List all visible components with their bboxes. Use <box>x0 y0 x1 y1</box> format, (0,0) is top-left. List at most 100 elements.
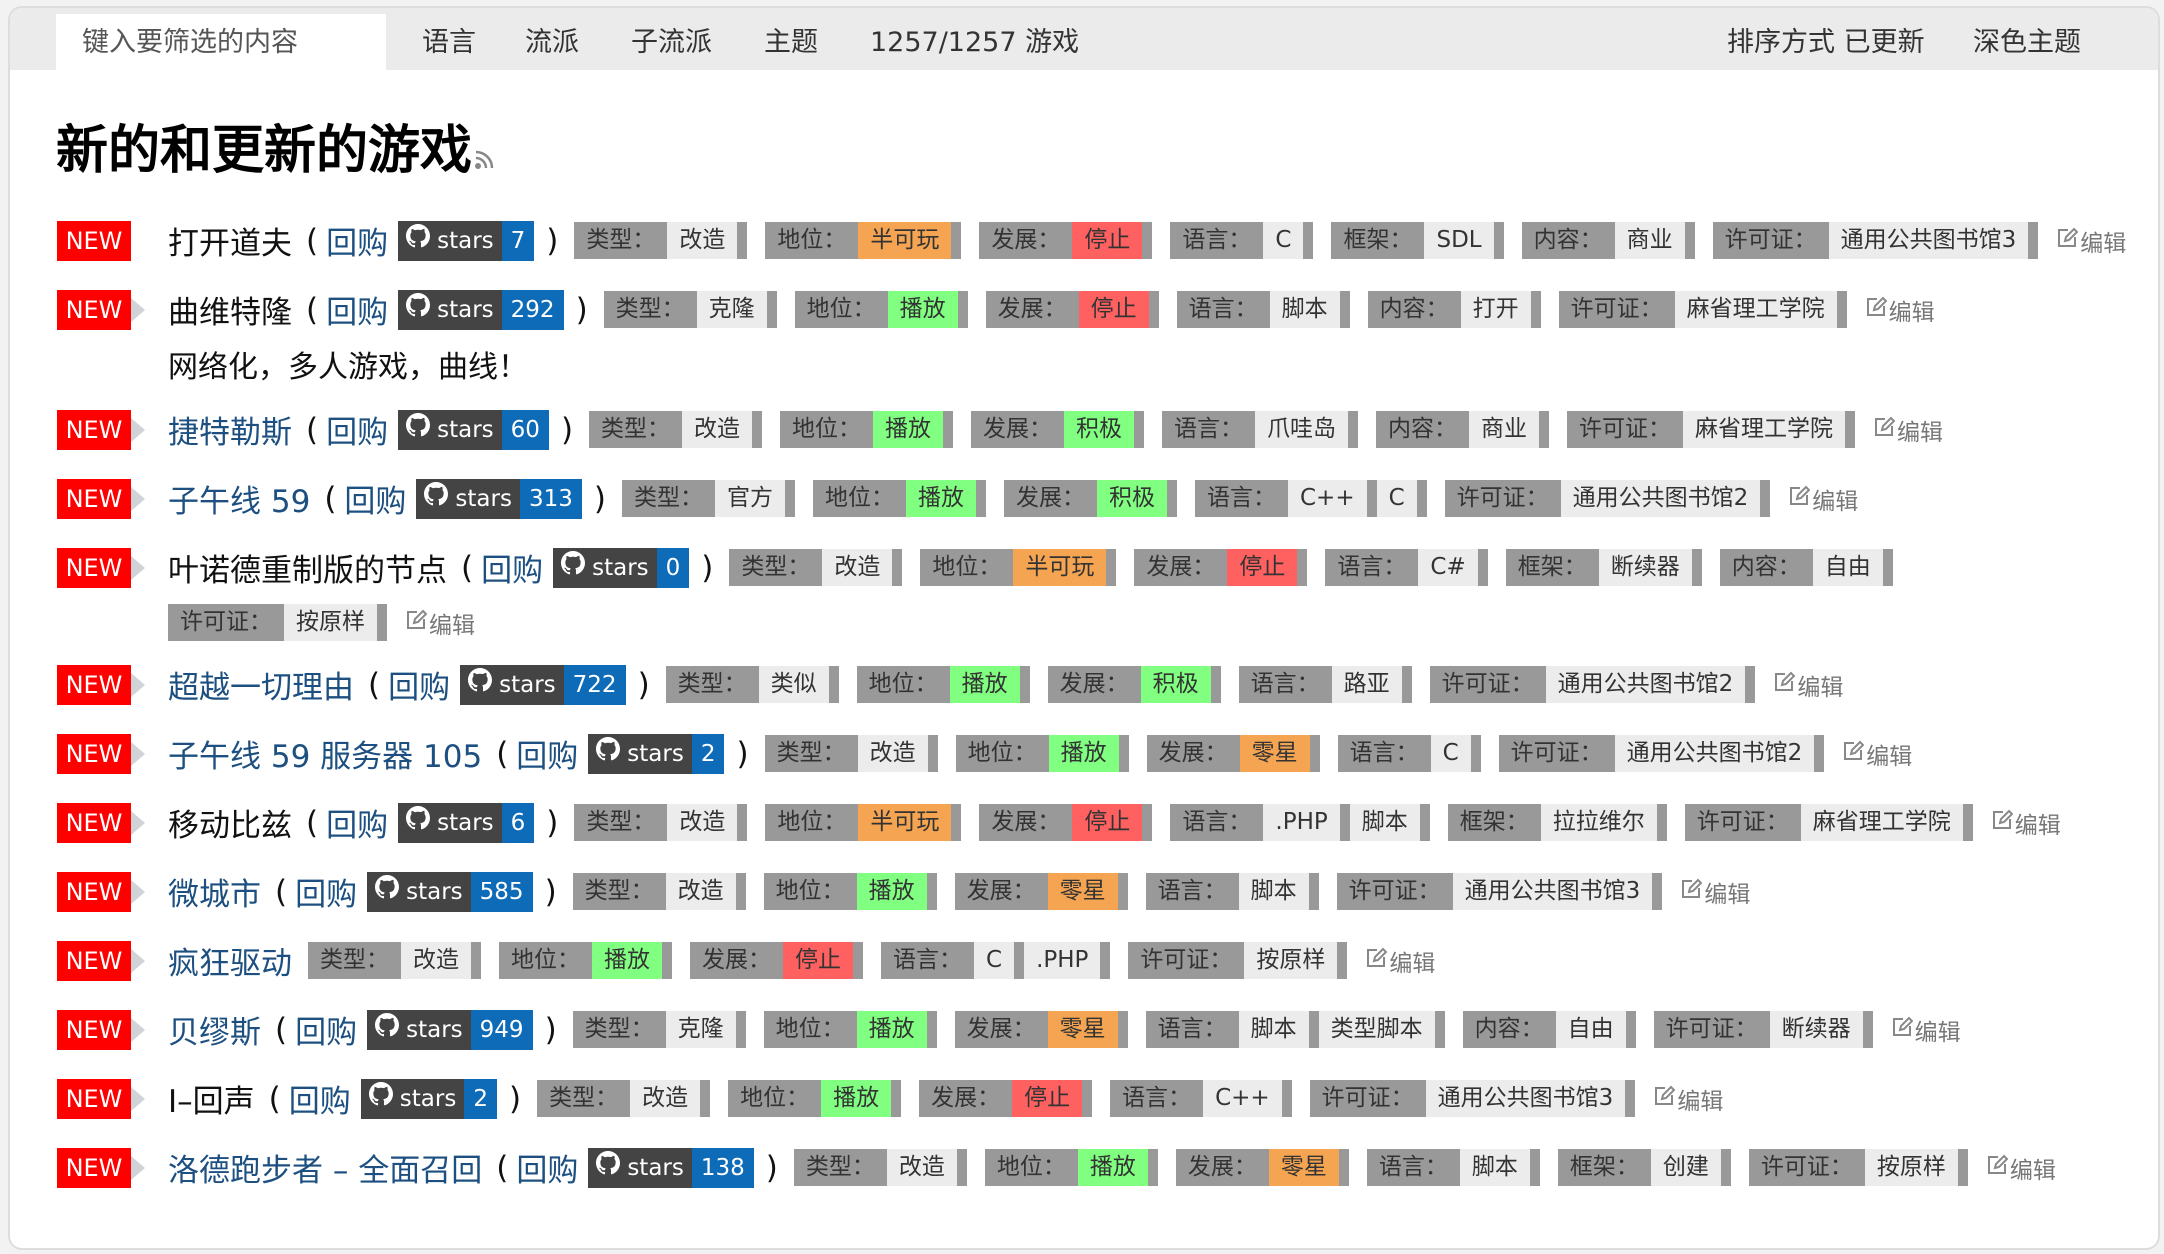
edit-link[interactable]: 编辑 <box>1788 482 1858 516</box>
tag-value[interactable]: 积极 <box>1064 411 1135 448</box>
tag-value[interactable]: 打开 <box>1460 291 1531 328</box>
repo-link[interactable]: 回购 <box>344 484 407 520</box>
tag[interactable]: 地位： 播放 <box>499 942 672 979</box>
tag[interactable]: 许可证： 通用公共图书馆3 <box>1336 873 1663 910</box>
tag-value[interactable]: .PHP <box>1024 942 1101 979</box>
tag-value[interactable]: 通用公共图书馆3 <box>1452 873 1653 910</box>
tag[interactable]: 许可证： 通用公共图书馆3 <box>1712 222 2039 259</box>
tag-value[interactable]: 停止 <box>783 942 853 979</box>
tag-value[interactable]: 创建 <box>1650 1149 1721 1186</box>
tag-value[interactable]: 麻省理工学院 <box>1683 411 1846 448</box>
github-stars-badge[interactable]: stars 6 <box>398 802 535 843</box>
tag-value[interactable]: 类似 <box>758 666 829 703</box>
edit-link[interactable]: 编辑 <box>1991 806 2061 840</box>
tag[interactable]: 语言： C <box>1170 222 1314 259</box>
nav-language[interactable]: 语言 <box>422 27 476 58</box>
repo-link[interactable]: 回购 <box>326 295 389 331</box>
tag[interactable]: 内容： 自由 <box>1719 549 1893 586</box>
tag-value[interactable]: 类型脚本 <box>1318 1011 1435 1048</box>
tag-value[interactable]: 按原样 <box>1244 942 1338 979</box>
tag[interactable]: 类型： 改造 <box>537 1080 711 1117</box>
repo-link[interactable]: 回购 <box>481 553 544 589</box>
tag-value[interactable]: 改造 <box>667 804 738 841</box>
repo-link[interactable]: 回购 <box>326 415 389 451</box>
tag-value[interactable]: 停止 <box>1078 291 1149 328</box>
tag-value[interactable]: 自由 <box>1555 1011 1626 1048</box>
filter-input[interactable] <box>56 14 386 70</box>
tag-value[interactable]: 商业 <box>1469 411 1540 448</box>
tag[interactable]: 许可证： 麻省理工学院 <box>1684 804 1973 841</box>
tag-value[interactable]: C# <box>1418 549 1478 586</box>
tag[interactable]: 地位： 播放 <box>728 1080 902 1117</box>
tag-value[interactable]: 改造 <box>886 1149 957 1186</box>
github-stars-badge[interactable]: stars 722 <box>460 664 626 705</box>
dark-theme-toggle[interactable]: 深色主题 <box>1973 27 2081 58</box>
tag[interactable]: 框架： 创建 <box>1557 1149 1731 1186</box>
tag-value[interactable]: 改造 <box>822 549 893 586</box>
tag[interactable]: 地位： 播放 <box>856 666 1030 703</box>
edit-link[interactable]: 编辑 <box>1986 1151 2056 1185</box>
tag-value[interactable]: 改造 <box>682 411 753 448</box>
tag-value[interactable]: 断续器 <box>1598 549 1692 586</box>
tag[interactable]: 语言： C++ C <box>1194 480 1427 517</box>
tag[interactable]: 类型： 改造 <box>308 942 481 979</box>
tag[interactable]: 地位： 播放 <box>812 480 986 517</box>
edit-link[interactable]: 编辑 <box>1891 1013 1961 1047</box>
tag[interactable]: 地位： 半可玩 <box>920 549 1117 586</box>
tag[interactable]: 发展： 停止 <box>690 942 863 979</box>
tag[interactable]: 语言： C# <box>1325 549 1488 586</box>
tag-value[interactable]: 零星 <box>1047 873 1118 910</box>
tag-value[interactable]: C++ <box>1203 1080 1282 1117</box>
tag[interactable]: 类型： 改造 <box>574 222 748 259</box>
repo-link[interactable]: 回购 <box>326 226 389 262</box>
tag[interactable]: 许可证： 按原样 <box>1748 1149 1968 1186</box>
tag-value[interactable]: 零星 <box>1268 1149 1339 1186</box>
tag[interactable]: 地位： 播放 <box>984 1149 1158 1186</box>
tag-value[interactable]: C++ <box>1287 480 1367 517</box>
tag-value[interactable]: 播放 <box>1077 1149 1148 1186</box>
tag-value[interactable]: 爪哇岛 <box>1255 411 1349 448</box>
tag[interactable]: 发展： 零星 <box>954 1011 1128 1048</box>
edit-link[interactable]: 编辑 <box>1873 413 1943 447</box>
tag-value[interactable]: 脚本 <box>1238 873 1309 910</box>
edit-link[interactable]: 编辑 <box>2056 224 2126 258</box>
tag-value[interactable]: 克隆 <box>696 291 767 328</box>
tag[interactable]: 内容： 打开 <box>1367 291 1541 328</box>
tag-value[interactable]: 播放 <box>821 1080 892 1117</box>
tag[interactable]: 发展： 积极 <box>1003 480 1177 517</box>
edit-link[interactable]: 编辑 <box>1653 1082 1723 1116</box>
tag-value[interactable]: 脚本 <box>1238 1011 1309 1048</box>
game-title[interactable]: 疯狂驱动 <box>168 946 292 982</box>
tag[interactable]: 许可证： 麻省理工学院 <box>1558 291 1847 328</box>
tag[interactable]: 内容： 商业 <box>1521 222 1695 259</box>
edit-link[interactable]: 编辑 <box>1680 875 1750 909</box>
tag-value[interactable]: 半可玩 <box>858 222 952 259</box>
edit-link[interactable]: 编辑 <box>405 606 475 640</box>
tag[interactable]: 许可证： 通用公共图书馆3 <box>1309 1080 1636 1117</box>
tag[interactable]: 地位： 半可玩 <box>765 804 962 841</box>
tag-value[interactable]: 半可玩 <box>858 804 952 841</box>
tag-value[interactable]: 通用公共图书馆3 <box>1828 222 2029 259</box>
tag[interactable]: 类型： 类似 <box>665 666 839 703</box>
repo-link[interactable]: 回购 <box>288 1084 351 1120</box>
tag[interactable]: 许可证： 按原样 <box>168 604 387 641</box>
tag[interactable]: 语言： .PHP 脚本 <box>1170 804 1430 841</box>
tag-value[interactable]: 脚本 <box>1459 1149 1530 1186</box>
tag[interactable]: 许可证： 通用公共图书馆2 <box>1444 480 1771 517</box>
rss-icon[interactable] <box>474 123 496 183</box>
tag[interactable]: 发展： 零星 <box>1175 1149 1349 1186</box>
tag[interactable]: 类型： 改造 <box>574 804 748 841</box>
tag-value[interactable]: 路亚 <box>1331 666 1402 703</box>
tag-value[interactable]: 自由 <box>1812 549 1883 586</box>
github-stars-badge[interactable]: stars 0 <box>553 547 690 588</box>
tag[interactable]: 语言： C <box>1337 735 1481 772</box>
tag[interactable]: 发展： 零星 <box>1146 735 1320 772</box>
github-stars-badge[interactable]: stars 313 <box>416 478 582 519</box>
repo-link[interactable]: 回购 <box>295 1015 358 1051</box>
game-title[interactable]: 子午线 59 <box>168 484 311 520</box>
tag-value[interactable]: 脚本 <box>1269 291 1340 328</box>
tag[interactable]: 许可证： 按原样 <box>1128 942 1348 979</box>
tag-value[interactable]: 通用公共图书馆2 <box>1560 480 1761 517</box>
tag-value[interactable]: 播放 <box>1048 735 1119 772</box>
tag-value[interactable]: 停止 <box>1227 549 1298 586</box>
